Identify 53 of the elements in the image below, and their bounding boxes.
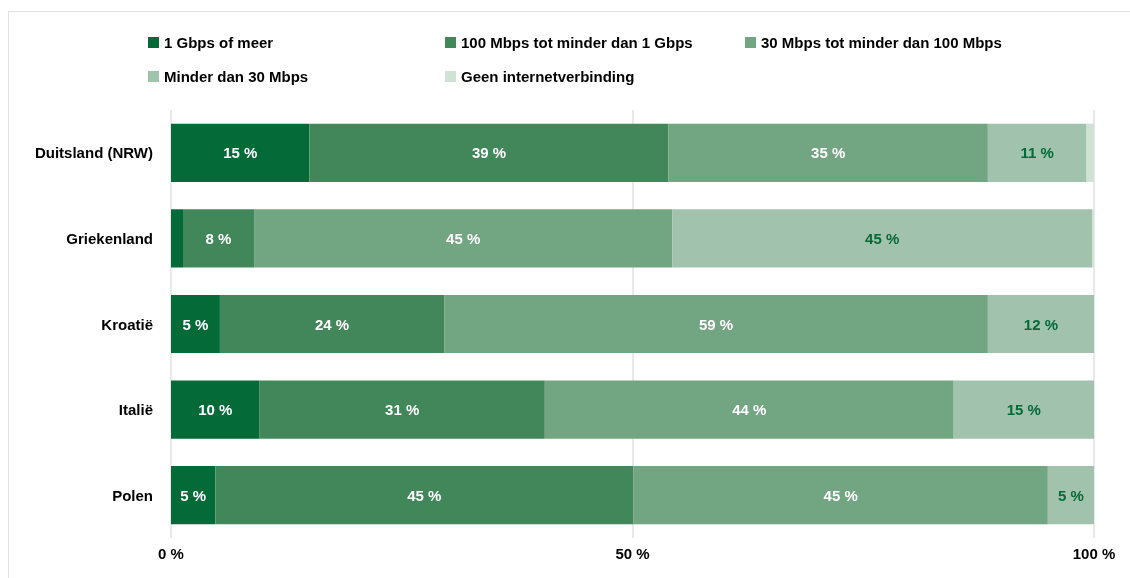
legend-label: Geen internetverbinding (461, 68, 635, 85)
data-label: 45 % (865, 229, 900, 247)
bar (1047, 466, 1094, 525)
y-tick-label: Italië (118, 401, 153, 419)
bar (219, 294, 445, 354)
data-label: 45 % (407, 486, 442, 504)
bar (987, 123, 1087, 182)
bar (171, 380, 260, 439)
x-tick-label: 100 % (1072, 545, 1116, 562)
y-tick-label: Kroatië (101, 315, 153, 333)
x-tick-label: 0 % (158, 545, 184, 562)
data-label: 5 % (182, 315, 209, 333)
data-label: 59 % (698, 315, 734, 333)
data-label: 5 % (180, 486, 207, 504)
bar (259, 380, 545, 439)
data-label: 12 % (1023, 315, 1059, 333)
bar (668, 123, 988, 182)
y-tick-label: Griekenland (66, 229, 153, 247)
bar (953, 380, 1094, 439)
y-tick-label: Duitsland (NRW) (34, 144, 153, 162)
legend-label: 1 Gbps of meer (164, 34, 274, 51)
bar (171, 209, 183, 268)
data-label: 44 % (732, 401, 767, 419)
bar (444, 294, 988, 354)
bar (254, 209, 673, 268)
bar (1086, 123, 1094, 182)
data-label: 35 % (811, 144, 846, 162)
bar (309, 123, 669, 182)
bar (215, 466, 634, 525)
data-label: 5 % (1058, 486, 1084, 504)
data-label: 15 % (1006, 401, 1041, 419)
legend-label: 30 Mbps tot minder dan 100 Mbps (761, 34, 1002, 51)
data-label: 24 % (314, 315, 350, 333)
data-label: 39 % (471, 144, 507, 162)
y-tick-label: Polen (112, 486, 153, 504)
bar (171, 123, 310, 182)
data-label: 15 % (223, 144, 258, 162)
data-label: 11 % (1020, 144, 1054, 162)
bar (171, 294, 220, 354)
bar (183, 209, 255, 268)
data-label: 45 % (446, 229, 481, 247)
bar (987, 294, 1094, 354)
bar (544, 380, 954, 439)
data-label: 31 % (385, 401, 420, 419)
bar (633, 466, 1048, 525)
data-label: 8 % (205, 229, 232, 247)
legend-label: Minder dan 30 Mbps (164, 68, 309, 85)
bar (672, 209, 1093, 268)
legend-label: 100 Mbps tot minder dan 1 Gbps (461, 34, 693, 51)
x-tick-label: 50 % (615, 545, 650, 562)
data-label: 10 % (198, 401, 233, 419)
bar (171, 466, 216, 525)
data-label: 45 % (823, 486, 858, 504)
